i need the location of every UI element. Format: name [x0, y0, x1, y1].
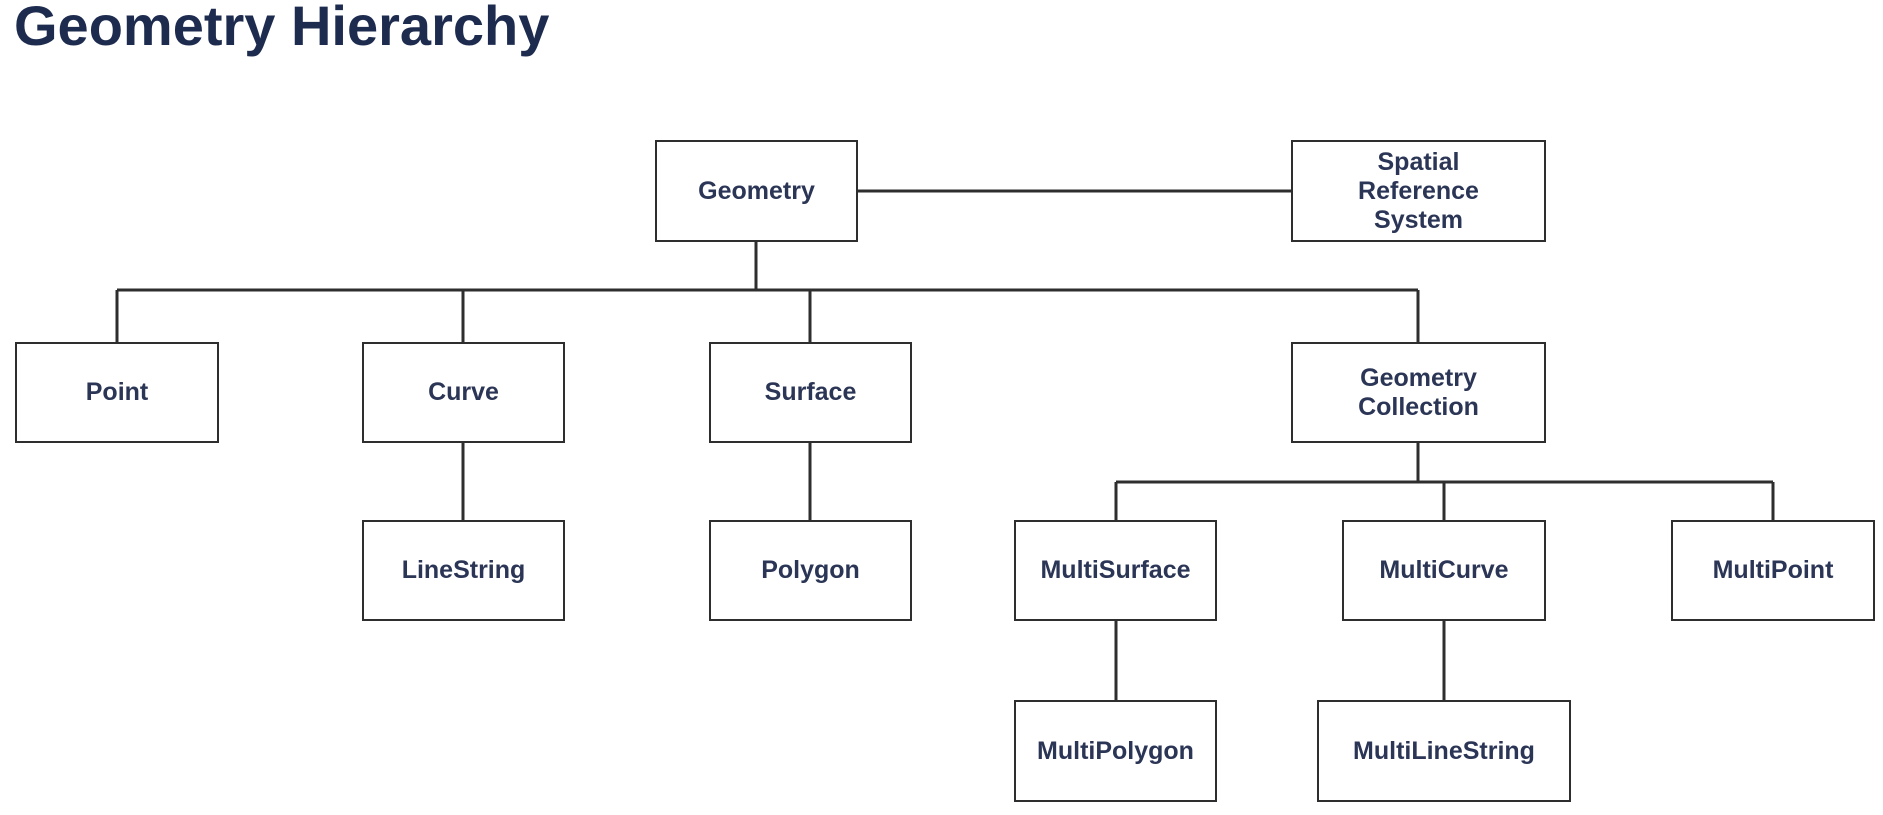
node-spatial-reference-system: Spatial Reference System: [1291, 140, 1546, 242]
node-multipoint: MultiPoint: [1671, 520, 1875, 621]
node-polygon: Polygon: [709, 520, 912, 621]
node-multilinestring: MultiLineString: [1317, 700, 1571, 802]
node-multicurve: MultiCurve: [1342, 520, 1546, 621]
node-point: Point: [15, 342, 219, 443]
node-geometry-collection: Geometry Collection: [1291, 342, 1546, 443]
node-multisurface: MultiSurface: [1014, 520, 1217, 621]
node-geometry: Geometry: [655, 140, 858, 242]
page-title: Geometry Hierarchy: [14, 0, 550, 57]
node-linestring: LineString: [362, 520, 565, 621]
node-curve: Curve: [362, 342, 565, 443]
node-surface: Surface: [709, 342, 912, 443]
node-multipolygon: MultiPolygon: [1014, 700, 1217, 802]
